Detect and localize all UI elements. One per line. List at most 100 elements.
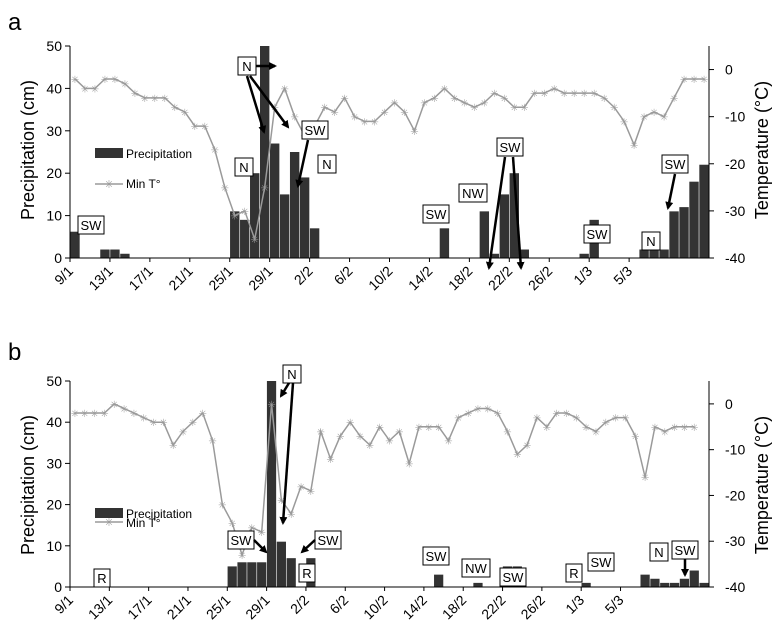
x-tick-label: 26/2 [517, 592, 548, 623]
min-temp-point: ✳ [385, 437, 393, 448]
min-temp-point: ✳ [690, 423, 698, 434]
precip-bar [276, 541, 286, 587]
precip-bar [699, 582, 709, 587]
x-tick-label: 9/1 [51, 263, 76, 288]
min-temp-point: ✳ [267, 400, 275, 411]
annotation-box: N [317, 154, 337, 174]
left-tick-label: 50 [46, 38, 62, 54]
min-temp-point: ✳ [111, 75, 119, 86]
left-axis-label-b: Precipitation (cm) [18, 415, 38, 555]
legend-line-label-a: Min T° [126, 177, 161, 191]
right-tick-label: -30 [725, 533, 745, 549]
svg-text:SW: SW [675, 543, 697, 558]
min-temp-point: ✳ [592, 427, 600, 438]
annotation-box: SW [422, 546, 450, 566]
min-temp-point: ✳ [670, 423, 678, 434]
right-tick-label: -20 [725, 156, 745, 172]
min-temp-point: ✳ [450, 94, 458, 105]
svg-text:N: N [287, 367, 296, 382]
svg-text:SW: SW [500, 140, 522, 155]
svg-text:N: N [654, 545, 663, 560]
min-temp-point: ✳ [415, 423, 423, 434]
min-temp-point: ✳ [149, 418, 157, 429]
min-temp-point: ✳ [179, 427, 187, 438]
precip-bar [689, 570, 699, 587]
min-temp-point: ✳ [140, 414, 148, 425]
annotation-box: R [565, 563, 583, 583]
left-tick-label: 0 [54, 250, 62, 266]
x-tick-label: 29/1 [242, 592, 273, 623]
annotation-box: NW [458, 183, 488, 203]
min-temp-point: ✳ [110, 400, 118, 411]
precip-bar [509, 173, 519, 258]
legend-line-label-b: Min T° [126, 516, 161, 530]
svg-text:SW: SW [503, 570, 525, 585]
min-temp-point: ✳ [366, 441, 374, 452]
annotation-box: N [234, 157, 254, 177]
annotation-box: SW [661, 154, 689, 174]
min-temp-point: ✳ [484, 404, 492, 415]
precip-bar [650, 578, 660, 587]
annotation-box: R [298, 563, 316, 583]
min-temp-point: ✳ [570, 89, 578, 100]
min-temp-point: ✳ [340, 94, 348, 105]
precip-bar [227, 566, 237, 587]
min-temp-point: ✳ [530, 89, 538, 100]
precip-bar [519, 249, 529, 258]
min-temp-point: ✳ [121, 80, 129, 91]
annotation-box: SW [499, 567, 527, 587]
annotation-box: N [649, 542, 669, 562]
min-temp-point: ✳ [500, 94, 508, 105]
min-temp-point: ✳ [560, 89, 568, 100]
min-temp-point: ✳ [238, 551, 246, 562]
x-tick-label: 14/2 [399, 592, 430, 623]
min-temp-point: ✳ [680, 75, 688, 86]
min-temp-point: ✳ [189, 418, 197, 429]
min-temp-point: ✳ [201, 122, 209, 133]
svg-text:SW: SW [426, 549, 448, 564]
x-ticks-a: 9/1 13/1 17/1 21/1 25/1 29/1 2/2 6/2 10/2 14/2 18/… [51, 258, 635, 293]
min-temp-point: ✳ [660, 113, 668, 124]
precip-bar [439, 228, 450, 258]
min-temp-point: ✳ [640, 113, 648, 124]
min-temp-point: ✳ [651, 423, 659, 434]
min-temp-point: ✳ [241, 207, 249, 218]
annotation-box: N [282, 364, 302, 384]
precip-bar [434, 574, 444, 587]
precip-bar [699, 164, 709, 258]
min-temp-point: ✳ [552, 409, 560, 420]
min-temp-point: ✳ [520, 103, 528, 114]
left-tick-label: 40 [46, 80, 62, 96]
svg-text:SW: SW [587, 227, 609, 242]
legend-bar-label-a: Precipitation [126, 147, 192, 161]
left-tick-label: 20 [46, 165, 62, 181]
min-temp-point: ✳ [523, 441, 531, 452]
min-temp-point: ✳ [470, 103, 478, 114]
min-temp-point: ✳ [503, 427, 511, 438]
min-temp-point: ✳ [543, 423, 551, 434]
min-temp-point: ✳ [228, 519, 236, 530]
svg-text:SW: SW [318, 533, 340, 548]
precip-bar [659, 249, 669, 258]
legend-marker-b: ✳ [104, 517, 113, 529]
x-ticks-b: 9/1 13/1 17/1 21/1 25/1 29/1 2/2 6/2 10/2 14/2 18/… [51, 587, 627, 622]
min-temp-point: ✳ [430, 94, 438, 105]
min-temp-point: ✳ [621, 414, 629, 425]
precip-bar [679, 578, 690, 587]
precip-bar [237, 562, 247, 587]
min-temp-point: ✳ [181, 108, 189, 119]
x-tick-label: 29/1 [245, 263, 276, 294]
precip-bar [266, 381, 277, 587]
min-temp-point: ✳ [316, 427, 324, 438]
min-temp-line-b: ✳ ✳ ✳ ✳✳ ✳ ✳ ✳ ✳ ✳✳✳✳✳✳✳✳✳✳ ✳✳✳✳✳ ✳✳✳✳✳✳✳✳✳✳✳✳ ✳ ✳✳✳… [71, 400, 699, 562]
precip-bar [230, 211, 240, 258]
right-axis-label-a: Temperature (°C) [752, 81, 772, 219]
left-tick-label: 40 [46, 414, 62, 430]
min-temp-point: ✳ [350, 113, 358, 124]
right-tick-label: -30 [725, 203, 745, 219]
precip-bar [100, 249, 110, 258]
min-temp-point: ✳ [208, 437, 216, 448]
min-temp-point: ✳ [540, 89, 548, 100]
legend-bar-label-b: Precipitation [126, 507, 192, 521]
